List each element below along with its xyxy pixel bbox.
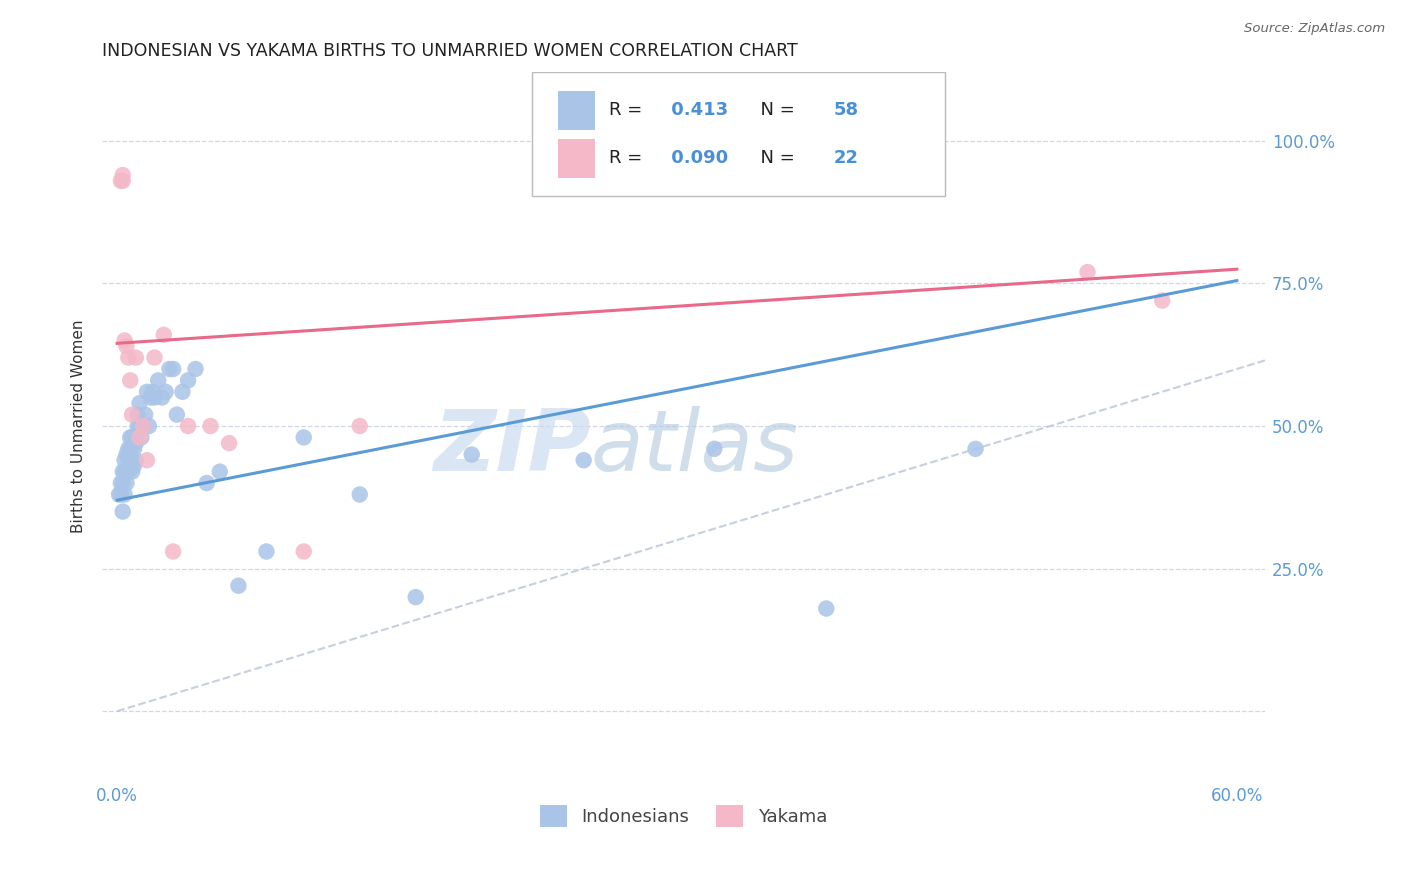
Point [143, 351, 166, 365]
Point [703, 442, 725, 456]
Y-axis label: Births to Unmarried Women: Births to Unmarried Women [72, 319, 86, 533]
Point [120, 373, 142, 387]
Point [157, 362, 180, 376]
Point [200, 419, 222, 434]
Text: R =: R = [609, 150, 648, 168]
Point [292, 430, 315, 444]
Point [131, 430, 153, 444]
Point [132, 419, 155, 434]
Text: atlas: atlas [591, 406, 799, 489]
Point [111, 476, 134, 491]
Point [115, 448, 138, 462]
Point [111, 465, 134, 479]
Point [122, 442, 145, 456]
Point [117, 465, 139, 479]
Point [117, 351, 139, 365]
Point [134, 408, 156, 422]
Text: 58: 58 [834, 101, 859, 120]
Point [114, 487, 136, 501]
Text: ZIP: ZIP [433, 406, 591, 489]
FancyBboxPatch shape [558, 91, 595, 129]
Point [127, 419, 149, 434]
Point [150, 391, 173, 405]
Point [120, 453, 142, 467]
Point [405, 590, 427, 604]
Point [114, 453, 136, 467]
Point [155, 384, 177, 399]
Point [292, 544, 315, 558]
Point [128, 419, 150, 434]
Point [128, 396, 150, 410]
Point [115, 339, 138, 353]
Point [166, 408, 188, 422]
Point [127, 408, 149, 422]
Point [115, 465, 138, 479]
Point [114, 334, 136, 348]
Point [177, 419, 200, 434]
Point [111, 168, 134, 182]
Point [136, 453, 159, 467]
Text: N =: N = [748, 150, 800, 168]
Point [110, 174, 132, 188]
Point [172, 384, 194, 399]
Point [460, 448, 482, 462]
Text: Source: ZipAtlas.com: Source: ZipAtlas.com [1244, 22, 1385, 36]
Point [125, 436, 148, 450]
Point [228, 579, 250, 593]
Text: R =: R = [609, 101, 648, 120]
Point [815, 601, 838, 615]
Text: INDONESIAN VS YAKAMA BIRTHS TO UNMARRIED WOMEN CORRELATION CHART: INDONESIAN VS YAKAMA BIRTHS TO UNMARRIED… [103, 42, 799, 60]
Legend: Indonesians, Yakama: Indonesians, Yakama [533, 797, 834, 834]
Text: N =: N = [748, 101, 800, 120]
Point [208, 465, 231, 479]
Point [125, 351, 148, 365]
Point [1076, 265, 1098, 279]
Point [114, 465, 136, 479]
Point [195, 476, 218, 491]
Point [121, 408, 143, 422]
Point [143, 391, 166, 405]
Point [162, 362, 184, 376]
Point [108, 487, 131, 501]
Point [218, 436, 240, 450]
Point [184, 362, 207, 376]
Point [121, 453, 143, 467]
Point [132, 419, 155, 434]
Point [120, 430, 142, 444]
Point [1152, 293, 1174, 308]
Point [117, 453, 139, 467]
FancyBboxPatch shape [558, 139, 595, 178]
Point [162, 544, 184, 558]
Point [117, 442, 139, 456]
Point [572, 453, 595, 467]
Point [965, 442, 987, 456]
FancyBboxPatch shape [533, 72, 945, 196]
Point [139, 391, 162, 405]
Text: 0.413: 0.413 [665, 101, 728, 120]
Point [136, 384, 159, 399]
Point [111, 174, 134, 188]
Point [177, 373, 200, 387]
Point [115, 476, 138, 491]
Point [110, 487, 132, 501]
Point [142, 384, 165, 399]
Point [152, 327, 174, 342]
Point [120, 442, 142, 456]
Point [148, 373, 170, 387]
Point [349, 419, 371, 434]
Text: 22: 22 [834, 150, 859, 168]
Point [111, 505, 134, 519]
Point [349, 487, 371, 501]
Point [121, 465, 143, 479]
Point [254, 544, 277, 558]
Point [125, 453, 148, 467]
Point [122, 458, 145, 473]
Point [128, 430, 150, 444]
Point [138, 419, 160, 434]
Text: 0.090: 0.090 [665, 150, 728, 168]
Point [110, 476, 132, 491]
Point [121, 430, 143, 444]
